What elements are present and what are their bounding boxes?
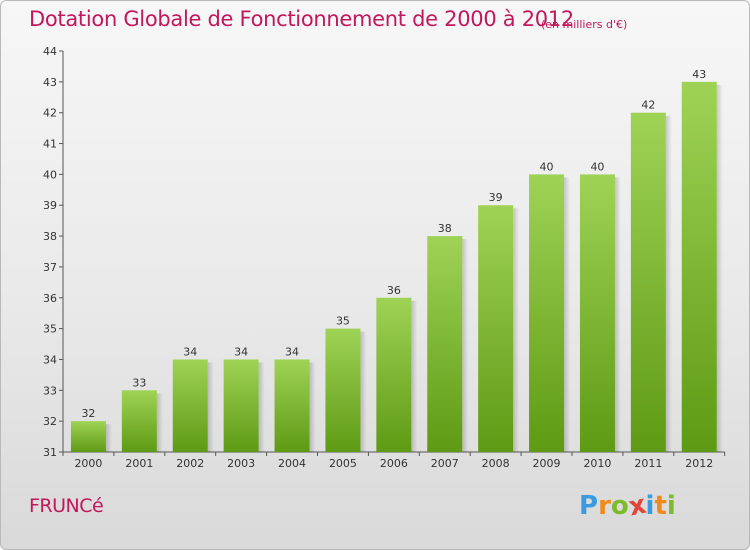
bar-value-label: 35 xyxy=(336,315,350,328)
bar-2010 xyxy=(579,174,615,452)
logo-letter: r xyxy=(598,491,611,521)
y-tick-label: 41 xyxy=(43,138,57,151)
bar-2002 xyxy=(172,359,208,452)
bar-value-label: 39 xyxy=(489,191,503,204)
bar-value-label: 34 xyxy=(234,345,248,358)
bar-2005 xyxy=(325,328,361,452)
logo-letter: P xyxy=(579,491,599,521)
chart-title: Dotation Globale de Fonctionnement de 20… xyxy=(29,7,574,31)
bar-shadow xyxy=(156,393,163,452)
bars-group xyxy=(70,81,723,452)
bar-value-label: 33 xyxy=(132,376,146,389)
y-tick-label: 33 xyxy=(43,384,57,397)
commune-name: FRUNCé xyxy=(29,495,104,517)
y-tick-label: 36 xyxy=(43,292,57,305)
bar-shadow xyxy=(716,84,723,452)
y-tick-label: 31 xyxy=(43,446,57,459)
x-tick-label: 2000 xyxy=(74,457,102,470)
y-tick-label: 32 xyxy=(43,415,57,428)
x-tick-label: 2006 xyxy=(380,457,408,470)
x-tick-label: 2001 xyxy=(125,457,153,470)
y-tick-label: 40 xyxy=(43,168,57,181)
x-tick-label: 2008 xyxy=(482,457,510,470)
logo-letter: o xyxy=(610,491,629,521)
bar-2011 xyxy=(630,112,666,452)
y-tick-label: 39 xyxy=(43,199,57,212)
x-tick-label: 2009 xyxy=(533,457,561,470)
x-tick-label: 2003 xyxy=(227,457,255,470)
y-tick-label: 34 xyxy=(43,353,57,366)
bar-value-label: 42 xyxy=(641,99,655,112)
logo-letter: i xyxy=(645,491,655,521)
chart-subtitle: (en milliers d'€) xyxy=(541,18,628,31)
bar-value-label: 32 xyxy=(81,407,95,420)
labels-group: 32 33 34 34 34 35 36 38 39 40 40 42 43 xyxy=(81,68,706,420)
bar-value-label: 36 xyxy=(387,284,401,297)
bar-shadow xyxy=(309,362,316,452)
bar-2012 xyxy=(681,81,717,452)
proxiti-logo: Proxiti xyxy=(579,490,676,523)
axes: 31 32 33 34 35 36 37 38 39 40 41 42 43 44 2000 2001 2002… xyxy=(43,45,726,470)
y-tick-label: 44 xyxy=(43,45,57,58)
logo-letter: i xyxy=(666,491,676,521)
x-tick-label: 2005 xyxy=(329,457,357,470)
x-tick-label: 2012 xyxy=(685,457,713,470)
bar-value-label: 34 xyxy=(183,345,197,358)
x-tick-label: 2010 xyxy=(583,457,611,470)
bar-2000 xyxy=(70,421,106,452)
bar-2009 xyxy=(529,174,565,452)
y-tick-label: 43 xyxy=(43,76,57,89)
x-tick-label: 2004 xyxy=(278,457,306,470)
y-tick-label: 38 xyxy=(43,230,57,243)
bar-value-label: 38 xyxy=(438,222,452,235)
bar-shadow xyxy=(462,239,469,452)
bar-value-label: 34 xyxy=(285,345,299,358)
bar-shadow xyxy=(258,362,265,452)
bar-value-label: 40 xyxy=(590,160,604,173)
logo-letter: t xyxy=(654,491,667,521)
x-tick-label: 2002 xyxy=(176,457,204,470)
bar-2004 xyxy=(274,359,310,452)
bar-shadow xyxy=(564,177,571,452)
x-tick-label: 2007 xyxy=(431,457,459,470)
x-tick-label: 2011 xyxy=(634,457,662,470)
bar-value-label: 43 xyxy=(692,68,706,81)
bar-shadow xyxy=(105,424,112,452)
bar-shadow xyxy=(665,115,672,452)
bar-shadow xyxy=(411,300,418,452)
y-tick-label: 35 xyxy=(43,323,57,336)
bar-2006 xyxy=(376,297,412,452)
bar-2008 xyxy=(478,205,514,452)
bar-shadow xyxy=(360,331,367,452)
bar-2007 xyxy=(427,236,463,452)
y-tick-label: 37 xyxy=(43,261,57,274)
bar-shadow xyxy=(207,362,214,452)
bar-shadow xyxy=(614,177,621,452)
y-tick-label: 42 xyxy=(43,107,57,120)
bar-value-label: 40 xyxy=(540,160,554,173)
bar-2003 xyxy=(223,359,259,452)
bar-shadow xyxy=(513,208,520,452)
bar-2001 xyxy=(121,390,157,452)
